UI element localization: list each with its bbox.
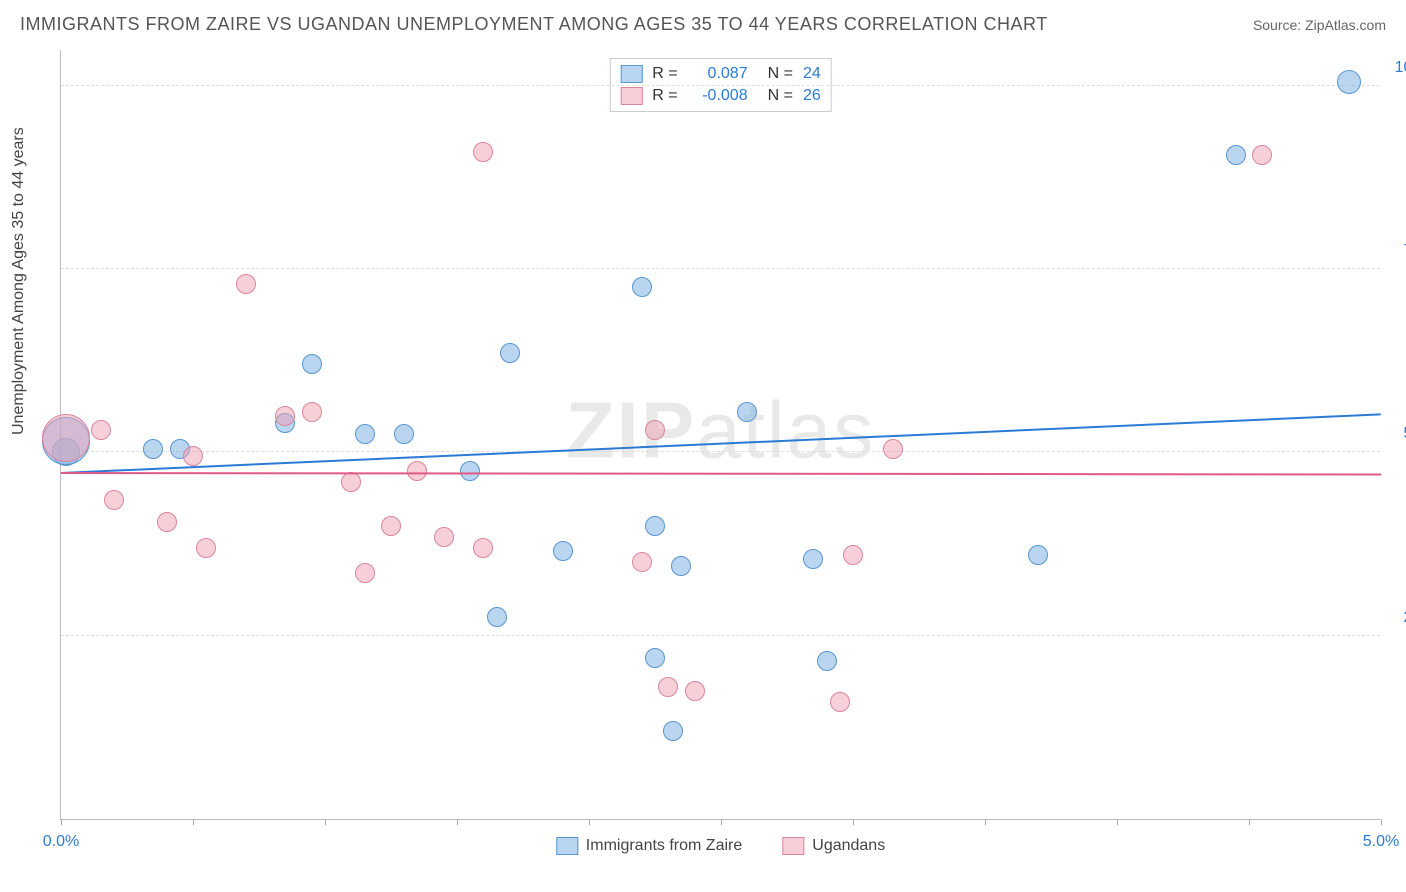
data-point — [685, 681, 705, 701]
data-point — [341, 472, 361, 492]
legend-r-value: 0.087 — [688, 65, 748, 83]
data-point — [157, 512, 177, 532]
data-point — [737, 402, 757, 422]
data-point — [803, 549, 823, 569]
legend-swatch — [782, 837, 804, 855]
legend-label: Ugandans — [812, 837, 885, 855]
x-tick — [985, 819, 986, 825]
data-point — [183, 446, 203, 466]
data-point — [830, 692, 850, 712]
data-point — [487, 607, 507, 627]
data-point — [632, 277, 652, 297]
data-point — [883, 439, 903, 459]
x-tick-label: 5.0% — [1363, 833, 1399, 851]
legend-item: Immigrants from Zaire — [556, 837, 742, 855]
trend-line — [61, 472, 1381, 475]
data-point — [1252, 145, 1272, 165]
x-tick — [853, 819, 854, 825]
data-point — [355, 424, 375, 444]
data-point — [553, 541, 573, 561]
x-tick — [325, 819, 326, 825]
data-point — [658, 677, 678, 697]
x-tick — [1381, 819, 1382, 825]
x-tick — [457, 819, 458, 825]
data-point — [42, 414, 90, 462]
y-tick-label: 7.5% — [1385, 242, 1406, 260]
x-tick — [589, 819, 590, 825]
gridline — [61, 635, 1380, 636]
legend-r-label: R = — [652, 65, 677, 83]
legend-r-label: R = — [652, 87, 677, 105]
data-point — [355, 563, 375, 583]
legend-n-value: 26 — [803, 87, 821, 105]
legend-row: R = -0.008 N = 26 — [620, 85, 820, 107]
legend-item: Ugandans — [782, 837, 885, 855]
data-point — [1337, 70, 1361, 94]
x-tick — [1117, 819, 1118, 825]
y-tick-label: 5.0% — [1385, 425, 1406, 443]
x-tick — [1249, 819, 1250, 825]
data-point — [500, 343, 520, 363]
data-point — [434, 527, 454, 547]
data-point — [817, 651, 837, 671]
trend-line — [61, 414, 1381, 475]
y-tick-label: 2.5% — [1385, 609, 1406, 627]
data-point — [645, 420, 665, 440]
x-tick — [721, 819, 722, 825]
legend-label: Immigrants from Zaire — [586, 837, 742, 855]
x-tick — [61, 819, 62, 825]
plot-area: ZIPatlas R =0.087N =24R =-0.008N =26 Imm… — [60, 50, 1380, 820]
data-point — [1028, 545, 1048, 565]
legend-r-value: -0.008 — [688, 87, 748, 105]
data-point — [645, 516, 665, 536]
data-point — [1226, 145, 1246, 165]
data-point — [143, 439, 163, 459]
legend-n-value: 24 — [803, 65, 821, 83]
y-tick-label: 10.0% — [1385, 59, 1406, 77]
legend-n-label: N = — [768, 65, 793, 83]
y-axis-label: Unemployment Among Ages 35 to 44 years — [10, 127, 28, 435]
gridline — [61, 451, 1380, 452]
legend-swatch — [620, 65, 642, 83]
data-point — [302, 354, 322, 374]
gridline — [61, 268, 1380, 269]
legend-swatch — [620, 87, 642, 105]
data-point — [196, 538, 216, 558]
data-point — [473, 538, 493, 558]
data-point — [236, 274, 256, 294]
data-point — [275, 406, 295, 426]
legend-row: R = 0.087 N = 24 — [620, 63, 820, 85]
data-point — [460, 461, 480, 481]
data-point — [104, 490, 124, 510]
data-point — [632, 552, 652, 572]
data-point — [671, 556, 691, 576]
data-point — [302, 402, 322, 422]
legend-n-label: N = — [768, 87, 793, 105]
data-point — [91, 420, 111, 440]
chart-title: IMMIGRANTS FROM ZAIRE VS UGANDAN UNEMPLO… — [20, 14, 1048, 35]
watermark: ZIPatlas — [566, 384, 875, 476]
x-tick — [193, 819, 194, 825]
legend-swatch — [556, 837, 578, 855]
data-point — [473, 142, 493, 162]
data-point — [381, 516, 401, 536]
data-point — [645, 648, 665, 668]
gridline — [61, 85, 1380, 86]
data-point — [663, 721, 683, 741]
data-point — [407, 461, 427, 481]
data-point — [843, 545, 863, 565]
source-label: Source: ZipAtlas.com — [1253, 17, 1386, 33]
data-point — [394, 424, 414, 444]
series-legend: Immigrants from Zaire Ugandans — [556, 837, 885, 855]
x-tick-label: 0.0% — [43, 833, 79, 851]
